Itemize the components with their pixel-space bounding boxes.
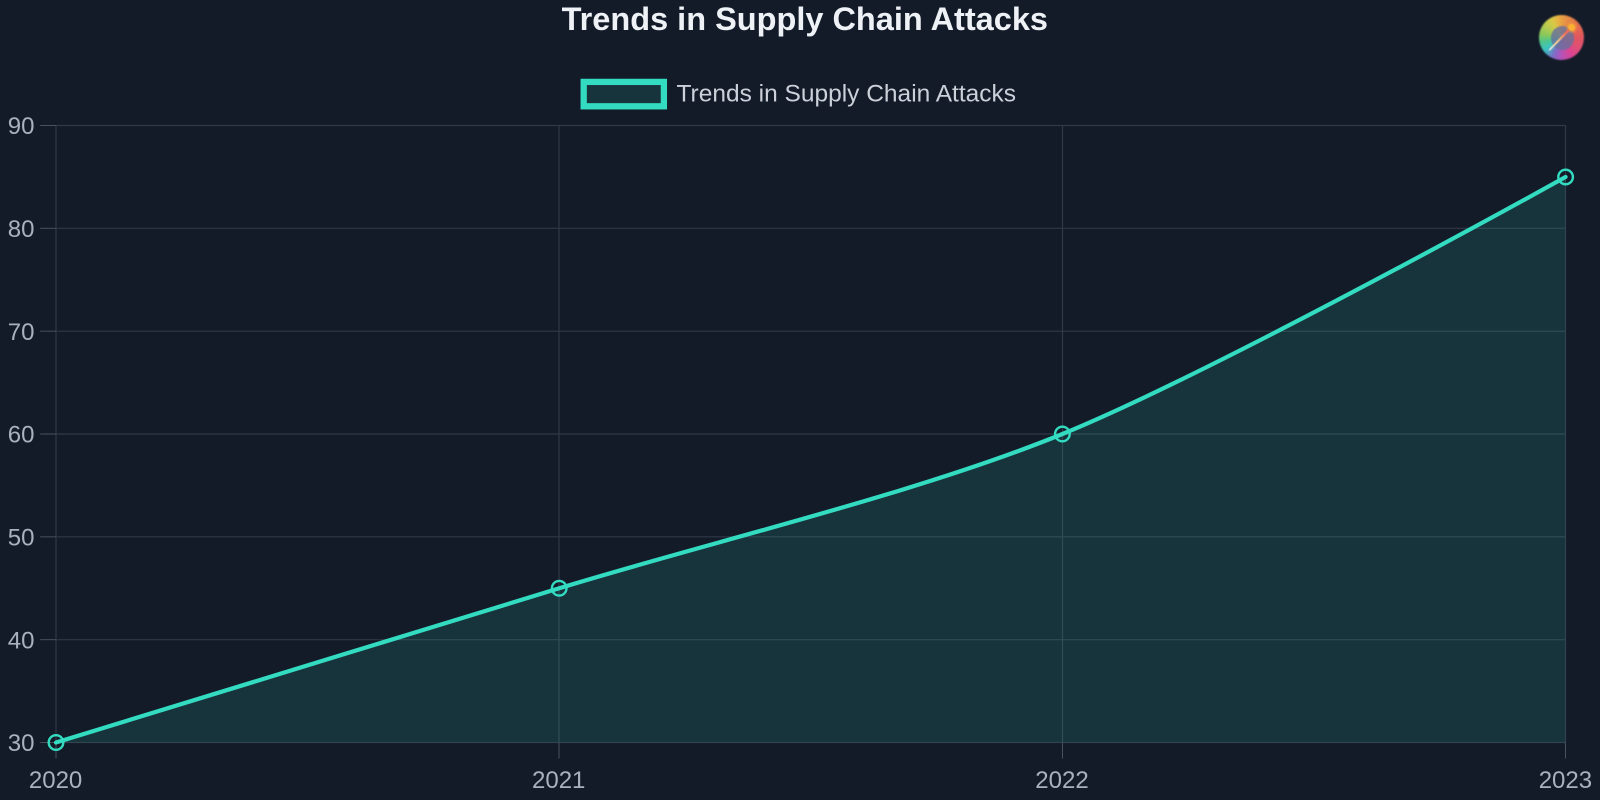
svg-text:2022: 2022 <box>1035 767 1088 794</box>
svg-text:30: 30 <box>8 730 35 757</box>
svg-text:60: 60 <box>8 422 35 449</box>
svg-text:2023: 2023 <box>1539 767 1592 794</box>
svg-text:40: 40 <box>8 627 35 654</box>
svg-text:Trends in Supply Chain Attacks: Trends in Supply Chain Attacks <box>677 81 1017 108</box>
svg-text:80: 80 <box>8 216 35 243</box>
svg-text:2021: 2021 <box>532 767 585 794</box>
svg-text:90: 90 <box>8 113 35 140</box>
svg-text:50: 50 <box>8 525 35 552</box>
svg-text:Trends in Supply Chain Attacks: Trends in Supply Chain Attacks <box>562 1 1048 37</box>
svg-text:2020: 2020 <box>29 767 82 794</box>
svg-text:70: 70 <box>8 319 35 346</box>
